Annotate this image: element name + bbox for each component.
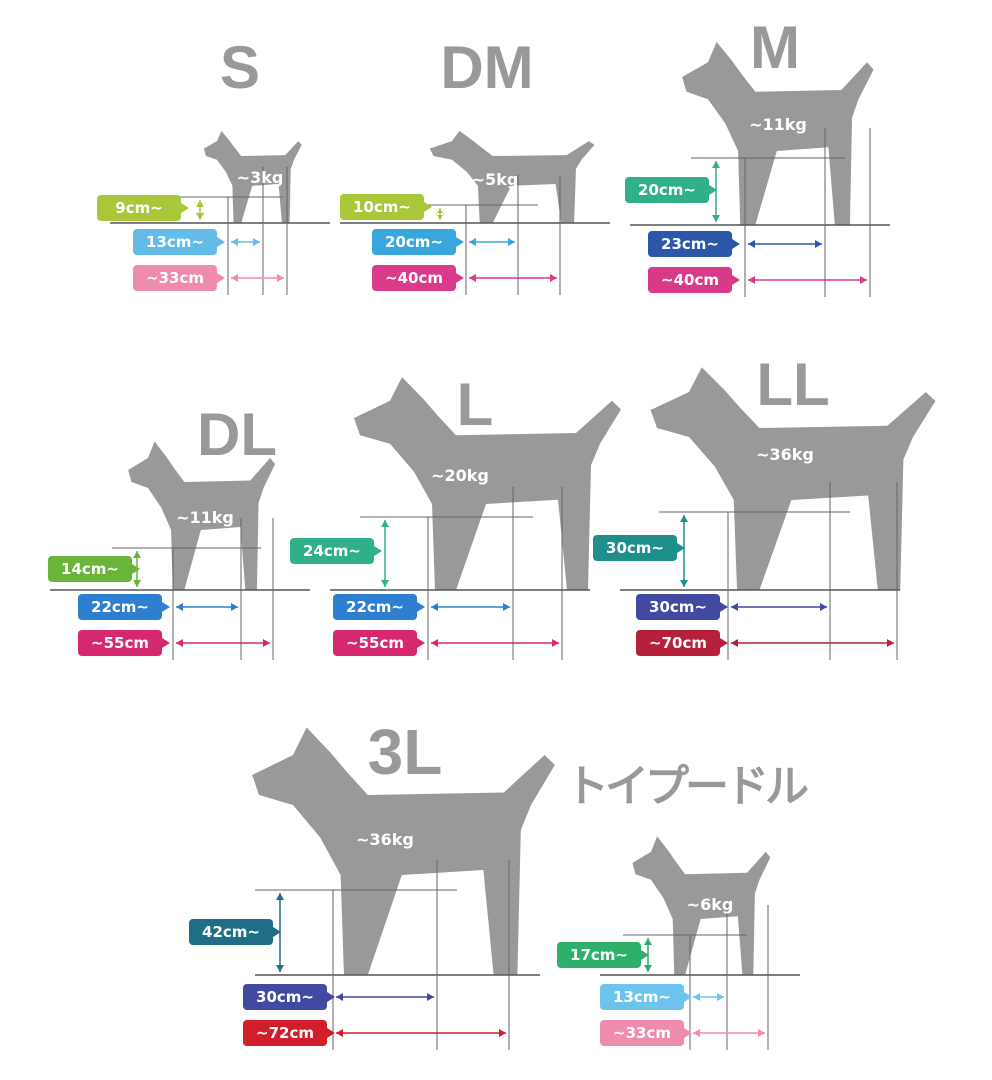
height-tag: 24cm~ xyxy=(290,538,382,564)
chest-tag: 23cm~ xyxy=(648,231,740,257)
weight-label: ~36kg xyxy=(756,445,814,464)
height-tag: 30cm~ xyxy=(593,535,685,561)
dog-silhouette xyxy=(429,130,595,223)
panel-7 xyxy=(600,836,800,1050)
height-tag: 14cm~ xyxy=(48,556,140,582)
chest-arrow-heads xyxy=(231,238,260,246)
panel-4 xyxy=(330,377,621,660)
length-tag: ~55cm xyxy=(78,630,170,656)
size-title: L xyxy=(456,371,494,438)
weight-label: ~6kg xyxy=(686,895,734,914)
dog-silhouette xyxy=(128,441,276,590)
panel-3 xyxy=(50,441,310,660)
weight-label: ~20kg xyxy=(431,466,489,485)
height-arrow-heads xyxy=(644,938,652,972)
length-tag: ~33cm xyxy=(133,265,225,291)
height-tag: 17cm~ xyxy=(557,942,649,968)
chest-tag: 30cm~ xyxy=(243,984,335,1010)
length-tag: ~55cm xyxy=(333,630,425,656)
size-title: S xyxy=(219,34,261,101)
dog-silhouette xyxy=(354,377,621,590)
weight-label: ~5kg xyxy=(471,170,519,189)
size-title: LL xyxy=(756,351,830,418)
chest-arrow-heads xyxy=(176,603,238,611)
chest-tag: 13cm~ xyxy=(133,229,225,255)
dog-silhouette xyxy=(203,130,302,223)
length-tag: ~40cm xyxy=(648,267,740,293)
chest-tag: 22cm~ xyxy=(78,594,170,620)
height-arrow-heads xyxy=(712,161,720,222)
height-tag: 42cm~ xyxy=(189,919,281,945)
chest-tag: 13cm~ xyxy=(600,984,692,1010)
size-title: 3L xyxy=(367,716,443,788)
weight-label: ~11kg xyxy=(749,115,807,134)
height-arrow-heads xyxy=(436,208,444,220)
chest-tag: 20cm~ xyxy=(372,229,464,255)
weight-label: ~11kg xyxy=(176,508,234,527)
height-arrow-heads xyxy=(381,520,389,587)
size-title: DM xyxy=(440,34,534,101)
dog-silhouette xyxy=(252,727,555,975)
height-tag: 20cm~ xyxy=(625,177,717,203)
dog-silhouette xyxy=(650,367,936,590)
size-title: M xyxy=(750,14,800,81)
length-tag: ~40cm xyxy=(372,265,464,291)
panel-6 xyxy=(252,727,555,1050)
chest-tag: 30cm~ xyxy=(636,594,728,620)
size-title: DL xyxy=(197,401,277,468)
chest-tag: 22cm~ xyxy=(333,594,425,620)
panel-1 xyxy=(340,130,610,295)
length-tag: ~72cm xyxy=(243,1020,335,1046)
height-arrow-heads xyxy=(196,200,204,220)
dog-silhouette xyxy=(632,836,771,975)
chest-arrow-heads xyxy=(693,993,724,1001)
weight-label: ~36kg xyxy=(356,830,414,849)
weight-label: ~3kg xyxy=(236,168,284,187)
height-tag: 10cm~ xyxy=(340,194,432,220)
panel-0 xyxy=(110,130,330,295)
height-tag: 9cm~ xyxy=(97,195,189,221)
length-tag: ~33cm xyxy=(600,1020,692,1046)
length-tag: ~70cm xyxy=(636,630,728,656)
dog-silhouette xyxy=(682,41,874,225)
size-title: トイプードル xyxy=(565,762,809,811)
